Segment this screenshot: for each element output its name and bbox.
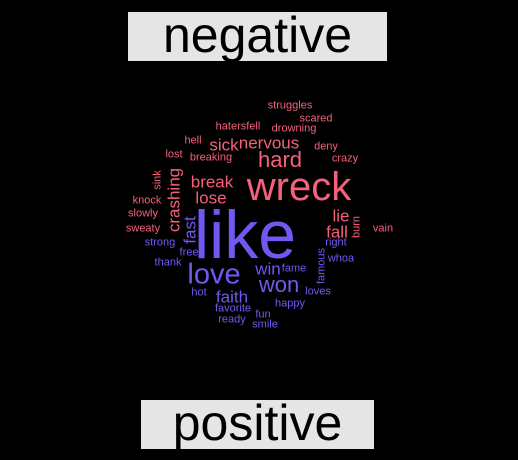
word-positive-fun: fun bbox=[255, 308, 271, 321]
word-positive-won: won bbox=[258, 272, 300, 297]
word-negative-vain: vain bbox=[372, 222, 394, 235]
word-positive-strong: strong bbox=[144, 236, 176, 249]
word-negative-crazy: crazy bbox=[331, 152, 359, 165]
word-negative-hell: hell bbox=[184, 134, 202, 147]
word-negative-sink: sink bbox=[151, 170, 164, 190]
word-negative-lose: lose bbox=[195, 188, 227, 208]
word-positive-happy: happy bbox=[275, 297, 305, 310]
word-negative-wreck: wreck bbox=[246, 165, 352, 209]
word-positive-free: free bbox=[179, 246, 199, 259]
word-positive-fame: fame bbox=[281, 262, 307, 275]
word-negative-knock: knock bbox=[132, 194, 162, 207]
word-positive-win: win bbox=[255, 259, 281, 279]
word-negative-hatersfell: hatersfell bbox=[215, 120, 261, 133]
word-positive-ready: ready bbox=[218, 313, 246, 326]
word-positive-love: love bbox=[187, 258, 241, 291]
word-positive-right: right bbox=[325, 236, 347, 249]
word-positive-favorite: favorite bbox=[214, 302, 252, 315]
word-negative-nervous: nervous bbox=[238, 133, 300, 153]
word-negative-break: break bbox=[190, 172, 234, 192]
word-negative-burn: burn bbox=[350, 215, 363, 239]
word-positive-whoa: whoa bbox=[327, 252, 355, 265]
word-negative-lost: lost bbox=[165, 148, 183, 161]
negative-panel-label: negative bbox=[128, 10, 387, 61]
word-positive-like: like bbox=[193, 197, 297, 273]
word-negative-scared: scared bbox=[299, 112, 333, 125]
word-positive-thank: thank bbox=[154, 256, 182, 269]
word-negative-lie: lie bbox=[332, 206, 350, 226]
word-negative-hard: hard bbox=[257, 147, 303, 172]
word-positive-famous: famous bbox=[315, 247, 328, 285]
word-positive-hot: hot bbox=[191, 286, 207, 299]
word-positive-faith: faith bbox=[215, 287, 249, 307]
word-negative-sick: sick bbox=[209, 135, 239, 155]
word-negative-deny: deny bbox=[314, 140, 338, 153]
word-negative-breaking: breaking bbox=[189, 151, 233, 164]
word-negative-struggles: struggles bbox=[267, 99, 313, 112]
positive-panel-label: positive bbox=[141, 398, 374, 449]
word-negative-sweaty: sweaty bbox=[125, 222, 161, 235]
word-positive-loves: loves bbox=[305, 285, 331, 298]
word-negative-fall: fall bbox=[326, 222, 348, 242]
word-negative-drowning: drowning bbox=[271, 122, 317, 135]
word-negative-slowly: slowly bbox=[128, 207, 158, 220]
word-positive-smile: smile bbox=[252, 318, 278, 331]
